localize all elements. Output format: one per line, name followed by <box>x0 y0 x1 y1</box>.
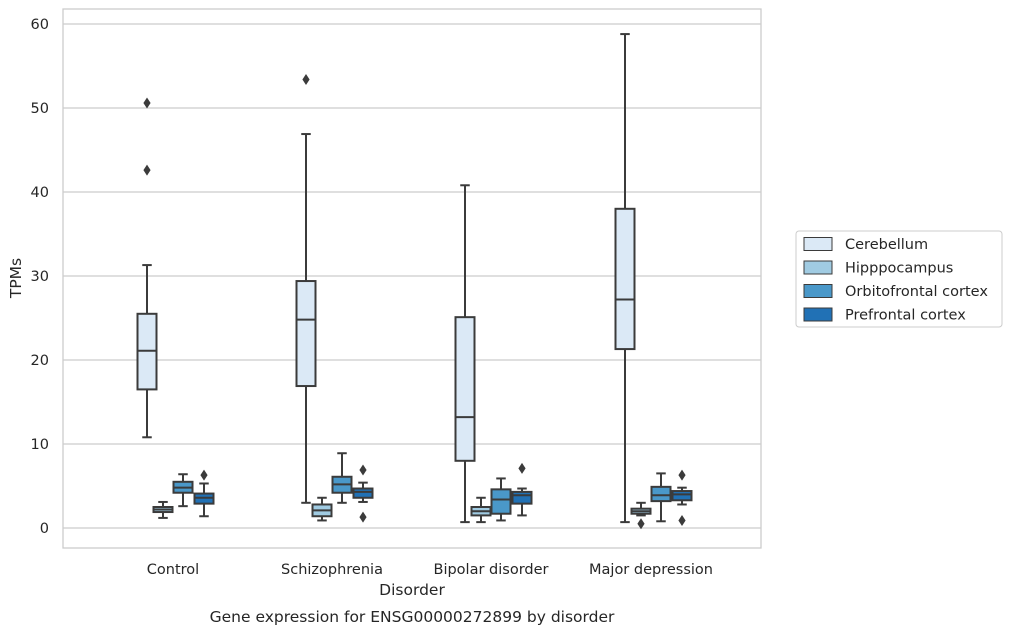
outlier-point <box>518 462 526 474</box>
legend-swatch <box>803 307 833 322</box>
box-plot <box>193 469 215 518</box>
box-plot <box>511 462 533 517</box>
box <box>295 280 317 388</box>
x-axis-title: Disorder <box>379 581 445 599</box>
box-plot <box>454 184 476 524</box>
legend-label: Hipppocampus <box>845 261 953 277</box>
box <box>614 207 636 351</box>
plot-frame <box>62 8 762 549</box>
box-plot <box>352 464 374 523</box>
x-tick-label: Bipolar disorder <box>434 562 549 578</box>
box <box>511 490 533 505</box>
legend-frame <box>795 230 1003 328</box>
box-plot <box>614 33 636 524</box>
box-plot <box>311 496 333 522</box>
outlier-point <box>359 511 367 523</box>
box-plot <box>650 472 672 523</box>
gridlines <box>63 23 761 529</box>
outlier-point <box>359 464 367 476</box>
y-tick-label: 10 <box>31 437 49 453</box>
legend: Cerebellum Hipppocampus Orbitofrontal cort… <box>795 230 1003 328</box>
outlier-point <box>302 73 310 85</box>
legend-swatch <box>803 260 833 275</box>
legend-label: Cerebellum <box>845 237 928 253</box>
box-plot <box>136 97 158 439</box>
box-plot <box>172 473 194 508</box>
x-tick-labels: Control Schizophrenia Bipolar disorder Majo… <box>147 562 713 578</box>
y-axis-title: TPMs <box>7 258 25 299</box>
legend-swatch <box>803 284 833 298</box>
box-plot <box>295 73 317 504</box>
box-plot <box>490 477 512 522</box>
box-plot <box>671 469 693 526</box>
box <box>650 485 672 503</box>
y-tick-label: 60 <box>31 17 49 33</box>
legend-label: Prefrontal cortex <box>845 308 966 324</box>
x-tick-label: Control <box>147 562 199 578</box>
y-tick-label: 40 <box>31 185 49 201</box>
legend-label: Orbitofrontal cortex <box>845 284 988 300</box>
outlier-point <box>678 469 686 481</box>
y-tick-labels: 0 10 20 30 40 50 60 <box>31 17 49 537</box>
y-tick-label: 20 <box>31 353 49 369</box>
legend-swatch <box>803 237 833 251</box>
legend-entries: Cerebellum Hipppocampus Orbitofrontal cort… <box>803 237 988 324</box>
box-plot <box>470 496 492 524</box>
outlier-point <box>678 514 686 526</box>
box <box>454 316 476 462</box>
outlier-point <box>143 97 151 109</box>
box-plot <box>331 452 353 504</box>
box <box>352 487 374 499</box>
y-tick-label: 0 <box>40 521 49 537</box>
x-tick-label: Schizophrenia <box>281 562 383 578</box>
x-tick-label: Major depression <box>589 562 713 578</box>
outlier-point <box>200 469 208 481</box>
box-plot <box>630 501 652 530</box>
outlier-point <box>143 164 151 176</box>
box-plot <box>152 500 174 519</box>
box <box>490 488 512 515</box>
outlier-point <box>637 518 645 530</box>
chart-title: Gene expression for ENSG00000272899 by d… <box>210 608 615 626</box>
boxes <box>136 33 693 530</box>
box <box>671 490 693 502</box>
y-tick-label: 30 <box>31 269 49 285</box>
y-tick-label: 50 <box>31 101 49 117</box>
